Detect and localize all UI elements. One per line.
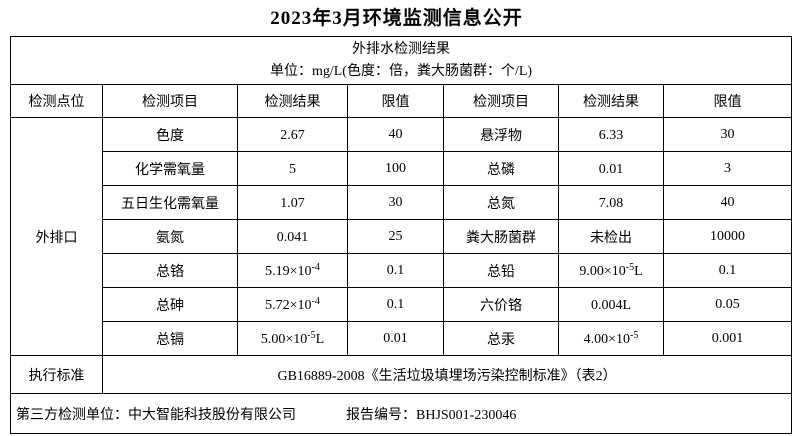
table-caption-title: 外排水检测结果 [352,41,451,57]
limit-cell: 30 [347,185,444,220]
header-item-1: 检测项目 [102,84,238,118]
result-exponent: -4 [311,261,320,273]
item-cell: 悬浮物 [443,117,559,152]
limit-cell: 3 [662,151,793,186]
table-row: 总镉 5.00×10-5L 0.01 总汞 4.00×10-5 0.001 [11,321,793,356]
result-value: 7.08 [598,195,624,211]
header-item-2: 检测项目 [443,84,559,118]
page-title: 2023年3月环境监测信息公开 [270,8,523,29]
table-caption-cell: 外排水检测结果 单位：mg/L(色度：倍，粪大肠菌群：个/L) [9,36,793,85]
standard-row: 执行标准 GB16889-2008《生活垃圾填埋场污染控制标准》（表2） [10,355,793,394]
result-cell: 0.01 [558,151,664,186]
header-result-2: 检测结果 [558,84,664,118]
limit-cell: 0.1 [662,253,793,288]
result-cell: 5.19×10-4 [237,253,348,288]
item-cell: 氨氮 [102,219,238,254]
item-cell: 色度 [102,117,238,152]
limit-cell: 100 [347,151,444,186]
item-cell: 总铬 [102,253,238,288]
result-cell: 0.004L [558,287,664,322]
header-limit-1: 限值 [347,84,444,118]
item-cell: 总磷 [443,151,559,186]
result-value: 4.00×10 [583,331,631,347]
standard-value-cell: GB16889-2008《生活垃圾填埋场污染控制标准》（表2） [101,355,793,394]
limit-cell: 30 [662,117,793,152]
item-cell: 总镉 [102,321,238,356]
limit-cell: 0.01 [347,321,444,356]
report-number-label: 报告编号：BHJS001-230046 [346,407,517,423]
result-cell: 4.00×10-5 [558,321,664,356]
item-cell: 总砷 [102,287,238,322]
item-cell: 总汞 [443,321,559,356]
table-row: 化学需氧量 5 100 总磷 0.01 3 [11,151,793,186]
result-value: 0.004L [590,297,632,313]
result-suffix: L [315,331,325,347]
footer-cell: 第三方检测单位：中大智能科技股份有限公司 报告编号：BHJS001-230046 [9,393,793,434]
result-value: 6.33 [598,127,624,143]
result-value: 未检出 [590,230,632,246]
table-row: 外排口 色度 2.67 40 悬浮物 6.33 30 [10,117,793,356]
item-cell: 总铅 [443,253,559,288]
third-party-lab-label: 第三方检测单位：中大智能科技股份有限公司 [16,407,296,423]
table-row: 总铬 5.19×10-4 0.1 总铅 9.00×10-5L 0.1 [11,253,793,288]
table-header-row: 检测点位 检测项目 检测结果 限值 检测项目 检测结果 限值 [10,84,793,118]
item-cell: 化学需氧量 [102,151,238,186]
result-cell: 7.08 [558,185,664,220]
limit-cell: 40 [347,117,444,152]
monitoring-results-table: 外排水检测结果 单位：mg/L(色度：倍，粪大肠菌群：个/L) 检测点位 检测项… [9,36,793,434]
limit-cell: 0.1 [347,253,444,288]
standard-label-cell: 执行标准 [10,355,103,394]
item-cell: 六价铬 [443,287,559,322]
limit-cell: 0.001 [662,321,793,356]
result-exponent: -4 [311,295,320,307]
header-result-1: 检测结果 [237,84,348,118]
result-value: 5.00×10 [260,331,308,347]
item-cell: 总氮 [443,185,559,220]
result-cell: 5.00×10-5L [237,321,348,356]
footer-row: 第三方检测单位：中大智能科技股份有限公司 报告编号：BHJS001-230046 [9,393,793,434]
item-cell: 五日生化需氧量 [102,185,238,220]
result-exponent: -5 [625,261,635,273]
result-value: 0.01 [598,161,624,177]
result-value: 2.67 [280,127,305,143]
result-cell: 未检出 [558,219,664,254]
limit-cell: 25 [347,219,444,254]
result-cell: 1.07 [237,185,348,220]
result-cell: 5.72×10-4 [237,287,348,322]
limit-cell: 40 [662,185,793,220]
result-cell: 2.67 [237,117,348,152]
table-row: 总砷 5.72×10-4 0.1 六价铬 0.004L 0.05 [11,287,793,322]
result-value: 5 [289,161,296,177]
limit-cell: 0.1 [347,287,444,322]
limit-cell: 0.05 [662,287,793,322]
result-value: 5.19×10 [265,263,312,279]
result-cell: 9.00×10-5L [558,253,664,288]
result-exponent: -5 [307,329,316,341]
monitoring-point-cell: 外排口 [10,117,103,356]
header-limit-2: 限值 [662,84,793,118]
table-row: 五日生化需氧量 1.07 30 总氮 7.08 40 [11,185,793,220]
table-caption-row: 外排水检测结果 单位：mg/L(色度：倍，粪大肠菌群：个/L) [9,36,793,85]
result-cell: 6.33 [558,117,664,152]
item-cell: 粪大肠菌群 [443,219,559,254]
result-exponent: -5 [630,329,639,341]
result-value: 0.041 [276,229,309,245]
result-value: 9.00×10 [579,263,626,279]
result-cell: 0.041 [237,219,348,254]
result-suffix: L [634,263,643,279]
header-point: 检测点位 [10,84,103,118]
limit-cell: 10000 [662,219,793,254]
result-value: 1.07 [280,195,305,211]
table-row: 氨氮 0.041 25 粪大肠菌群 未检出 10000 [11,219,793,254]
table-caption-units: 单位：mg/L(色度：倍，粪大肠菌群：个/L) [269,63,533,79]
result-value: 5.72×10 [265,297,312,313]
result-cell: 5 [237,151,348,186]
